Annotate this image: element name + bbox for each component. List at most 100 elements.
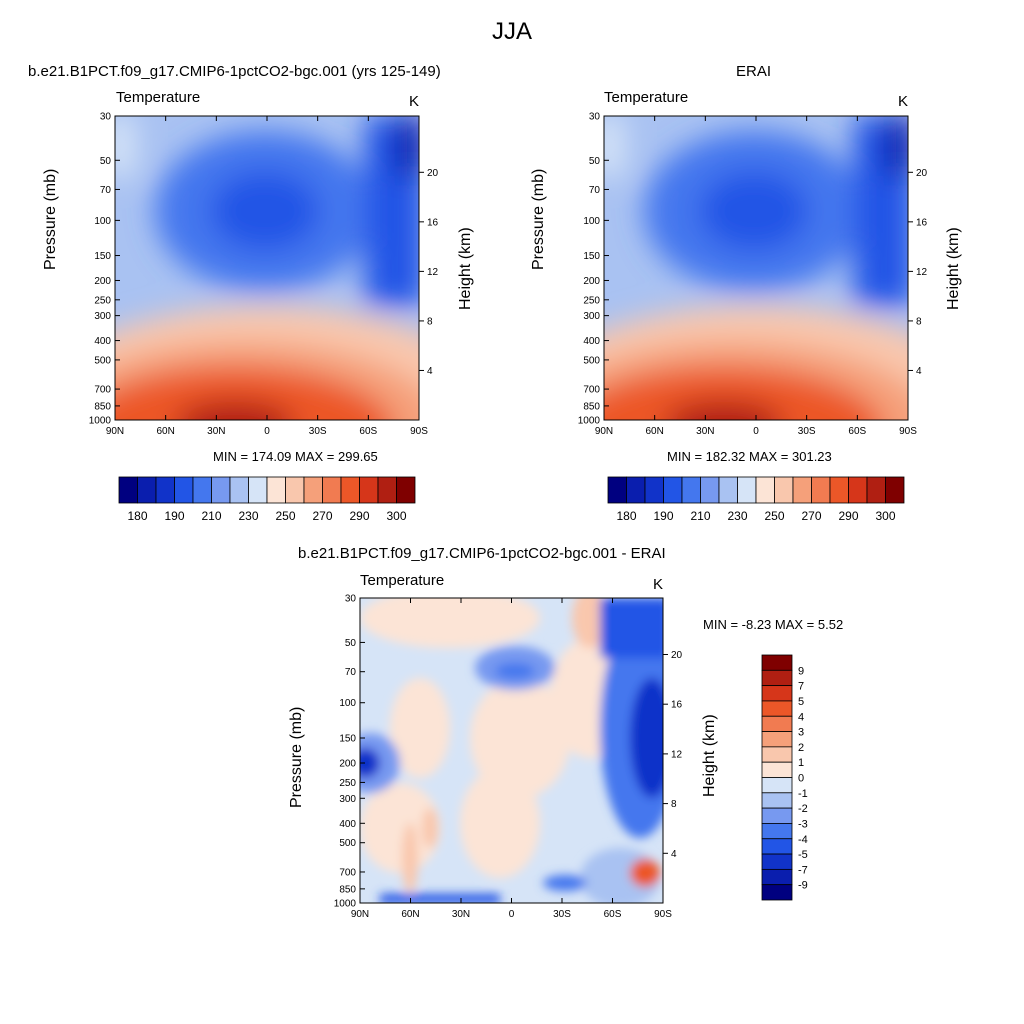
- x-tick-label: 90N: [106, 426, 124, 437]
- colorbar-label: 5: [798, 696, 804, 708]
- panel1-unit: K: [409, 93, 420, 110]
- colorbar-swatch: [761, 807, 793, 824]
- x-tick-label: 60N: [156, 426, 174, 437]
- x-tick-label: 30S: [309, 426, 327, 437]
- colorbar-swatch: [761, 746, 793, 763]
- x-tick-label: 0: [264, 426, 270, 437]
- colorbar-swatch: [137, 476, 157, 504]
- x-tick-label: 90N: [351, 909, 369, 920]
- y-tick-label: 150: [583, 251, 600, 262]
- colorbar-swatch: [155, 476, 175, 504]
- colorbar-label: -5: [798, 849, 808, 861]
- y2-tick-label: 8: [916, 316, 922, 327]
- panel3-title: b.e21.B1PCT.f09_g17.CMIP6-1pctCO2-bgc.00…: [298, 545, 666, 562]
- colorbar-label: 230: [238, 509, 258, 523]
- colorbar-swatch: [761, 792, 793, 809]
- colorbar-swatch: [761, 853, 793, 870]
- x-tick-label: 90S: [654, 909, 672, 920]
- colorbar-swatch: [761, 715, 793, 732]
- y2-tick-label: 16: [671, 700, 683, 711]
- y2-tick-label: 12: [671, 749, 683, 760]
- colorbar-swatch: [761, 884, 793, 901]
- y-tick-label: 200: [583, 276, 600, 287]
- panel2-colorbar: 180 190 210 230 250 270 290 300: [607, 476, 905, 523]
- y2-tick-label: 4: [427, 366, 433, 377]
- x-tick-label: 30N: [696, 426, 714, 437]
- colorbar-swatch: [761, 731, 793, 748]
- colorbar-swatch: [718, 476, 738, 504]
- panel3-colorbar: 9 7 5 4 3 2 1 0 -1 -2 -3 -4 -5 -7 -9: [761, 654, 808, 901]
- y-tick-label: 500: [583, 355, 600, 366]
- colorbar-label: 290: [838, 509, 858, 523]
- colorbar-label: -3: [798, 818, 808, 830]
- colorbar-swatch: [761, 761, 793, 778]
- colorbar-label: 2: [798, 742, 804, 754]
- y2-tick-label: 20: [671, 650, 683, 661]
- panel3-axes: 3050701001502002503004005007008501000481…: [334, 594, 683, 921]
- panel3-plot-area: [359, 597, 664, 904]
- y-tick-label: 300: [339, 794, 356, 805]
- y-tick-label: 1000: [334, 899, 357, 910]
- x-tick-label: 60N: [645, 426, 663, 437]
- panel3-subtitle-left: Temperature: [360, 572, 445, 589]
- panel2-minmax: MIN = 182.32 MAX = 301.23: [667, 449, 832, 464]
- colorbar-label: 210: [201, 509, 221, 523]
- colorbar-swatch: [792, 476, 812, 504]
- colorbar-label: 180: [616, 509, 636, 523]
- colorbar-swatch: [248, 476, 268, 504]
- colorbar-swatch: [626, 476, 646, 504]
- y-tick-label: 150: [339, 733, 356, 744]
- colorbar-swatch: [192, 476, 212, 504]
- colorbar-swatch: [644, 476, 664, 504]
- y-tick-label: 30: [345, 594, 357, 605]
- colorbar-swatch: [811, 476, 831, 504]
- colorbar-swatch: [761, 700, 793, 717]
- y2-tick-label: 20: [427, 168, 439, 179]
- x-tick-label: 30S: [798, 426, 816, 437]
- y-tick-label: 250: [583, 295, 600, 306]
- y-tick-label: 850: [583, 401, 600, 412]
- colorbar-swatch: [229, 476, 249, 504]
- x-tick-label: 60S: [848, 426, 866, 437]
- colorbar-swatch: [829, 476, 849, 504]
- y-tick-label: 70: [100, 185, 112, 196]
- x-tick-label: 90N: [595, 426, 613, 437]
- colorbar-swatch: [761, 654, 793, 671]
- colorbar-swatch: [761, 868, 793, 886]
- x-tick-label: 30N: [207, 426, 225, 437]
- panel2-title: ERAI: [736, 63, 772, 80]
- colorbar-label: 270: [801, 509, 821, 523]
- panel2-axes: 3050701001502002503004005007008501000481…: [578, 112, 928, 438]
- colorbar-label: 250: [764, 509, 784, 523]
- x-tick-label: 90S: [899, 426, 917, 437]
- colorbar-swatch: [211, 476, 231, 504]
- colorbar-swatch: [118, 476, 138, 504]
- y-tick-label: 200: [339, 759, 356, 770]
- x-tick-label: 30N: [452, 909, 470, 920]
- y2-tick-label: 12: [916, 267, 928, 278]
- colorbar-label: 3: [798, 727, 804, 739]
- colorbar-swatch: [866, 476, 886, 504]
- y-tick-label: 700: [339, 867, 356, 878]
- y-tick-label: 700: [583, 385, 600, 396]
- y-tick-label: 1000: [89, 416, 112, 427]
- panel3-field: [360, 598, 663, 903]
- y-tick-label: 100: [583, 216, 600, 227]
- colorbar-label: 0: [798, 773, 804, 785]
- colorbar-swatch: [700, 476, 720, 504]
- colorbar-swatch: [755, 476, 775, 504]
- colorbar-swatch: [761, 777, 793, 794]
- colorbar-label: -1: [798, 788, 808, 800]
- colorbar-swatch: [607, 476, 627, 504]
- panel3-minmax: MIN = -8.23 MAX = 5.52: [703, 617, 844, 632]
- colorbar-swatch: [663, 476, 683, 504]
- y-tick-label: 100: [94, 216, 111, 227]
- colorbar-label: 290: [349, 509, 369, 523]
- colorbar-label: 9: [798, 665, 804, 677]
- panel1-minmax: MIN = 174.09 MAX = 299.65: [213, 449, 378, 464]
- colorbar-swatch: [761, 838, 793, 855]
- y2-tick-label: 4: [916, 366, 922, 377]
- panel1-axes: 3050701001502002503004005007008501000481…: [89, 112, 439, 438]
- colorbar-swatch: [303, 476, 323, 504]
